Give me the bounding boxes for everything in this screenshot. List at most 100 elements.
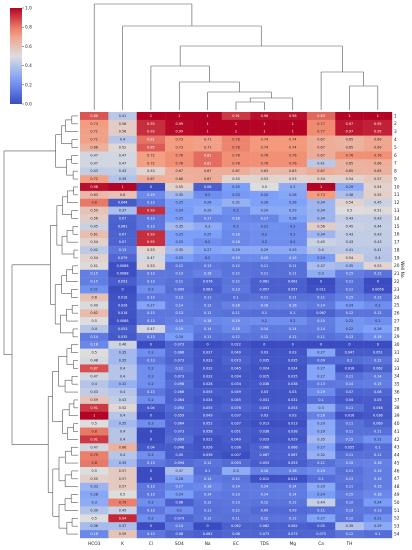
cell-value-label: 1 xyxy=(292,130,294,134)
cell-value-label: 0.15 xyxy=(346,437,354,441)
cell-value-label: 0.19 xyxy=(175,327,183,331)
cell-value-label: 0.99 xyxy=(175,122,183,126)
cell-value-label: 0.67 xyxy=(175,169,183,173)
row-label: 15 xyxy=(394,224,400,230)
cell-value-label: 0.93 xyxy=(147,240,155,244)
cell-value-label: 0.93 xyxy=(147,122,155,126)
cell-value-label: 0.59 xyxy=(90,209,98,213)
cell-value-label: 0.034 xyxy=(231,382,241,386)
cell-value-label: 0.13 xyxy=(147,295,155,299)
cell-value-label: 0.51 xyxy=(374,209,382,213)
cell-value-label: 0.8 xyxy=(91,201,96,205)
cell-value-label: 0.35 xyxy=(119,351,127,355)
cell-value-label: 0.13 xyxy=(317,382,325,386)
row-label: 35 xyxy=(394,382,400,388)
cell-value-label: 0.71 xyxy=(90,130,98,134)
cell-value-label: 0.54 xyxy=(346,256,354,260)
cell-value-label: 0.049 xyxy=(203,414,213,418)
row-label: 6 xyxy=(394,153,397,159)
cell-value-label: 0.11 xyxy=(289,272,297,276)
cell-value-label: 0.13 xyxy=(175,311,183,315)
cell-value-label: 0.12 xyxy=(232,477,240,481)
cell-value-label: 0.29 xyxy=(232,248,240,252)
cell-value-label: 0.27 xyxy=(317,516,325,520)
row-label: 47 xyxy=(394,476,400,482)
cell-value-label: 0.012 xyxy=(260,477,270,481)
cell-value-label: 0.98 xyxy=(289,114,297,118)
cell-value-label: 0.024 xyxy=(260,366,270,370)
cell-value-label: 0.19 xyxy=(232,256,240,260)
cell-value-label: 0.076 xyxy=(231,406,241,410)
cell-value-label: 0.25 xyxy=(175,240,183,244)
cell-value-label: 0.11 xyxy=(346,406,354,410)
cell-value-label: 0.13 xyxy=(147,493,155,497)
cell-value-label: 0.43 xyxy=(119,169,127,173)
cell-value-label: 0.12 xyxy=(261,501,269,505)
cell-value-label: 0.08 xyxy=(374,390,382,394)
cell-value-label: 0 xyxy=(121,288,123,292)
cell-value-label: 0.54 xyxy=(90,240,98,244)
cell-value-label: 0.2 xyxy=(262,232,267,236)
cell-value-label: 0.37 xyxy=(119,209,127,213)
cell-value-label: 0.76 xyxy=(289,161,297,165)
cell-value-label: 0.12 xyxy=(346,532,354,536)
cell-value-label: 0.15 xyxy=(317,319,325,323)
cell-value-label: 0.11 xyxy=(317,461,325,465)
cell-value-label: 0.19 xyxy=(374,335,382,339)
cell-value-label: 0.5 xyxy=(91,516,96,520)
cell-value-label: 0.93 xyxy=(147,209,155,213)
cell-value-label: 0 xyxy=(348,343,350,347)
cell-value-label: 0.11 xyxy=(317,295,325,299)
cell-value-label: 0.73 xyxy=(317,193,325,197)
cell-value-label: 0.11 xyxy=(346,374,354,378)
cell-value-label: 0.053 xyxy=(260,406,270,410)
cell-value-label: 0.43 xyxy=(119,398,127,402)
cell-value-label: 0.55 xyxy=(90,477,98,481)
cell-value-label: 0.26 xyxy=(175,477,183,481)
cell-value-label: 0.14 xyxy=(204,327,212,331)
cell-value-label: 0 xyxy=(207,524,209,528)
cell-value-label: 0.12 xyxy=(204,311,212,315)
cell-value-label: 0.073 xyxy=(174,430,184,434)
cell-value-label: 0.14 xyxy=(175,303,183,307)
cell-value-label: 0.53 xyxy=(289,177,297,181)
cell-value-label: 0.1 xyxy=(318,398,323,402)
cell-value-label: 0.12 xyxy=(374,295,382,299)
cell-value-label: 0.13 xyxy=(346,508,354,512)
cell-value-label: 0.4 xyxy=(91,327,96,331)
cell-value-label: 0.0056 xyxy=(372,288,384,292)
cell-value-label: 0.56 xyxy=(119,122,127,126)
cell-value-label: 0.8 xyxy=(91,430,96,434)
cell-value-label: 0.059 xyxy=(174,414,184,418)
cell-value-label: 0.29 xyxy=(374,524,382,528)
cell-value-label: 0.53 xyxy=(147,169,155,173)
row-label: 43 xyxy=(394,445,400,451)
cell-value-label: 0.13 xyxy=(175,272,183,276)
cell-value-label: 0.91 xyxy=(90,406,98,410)
cell-value-label: 0.09 xyxy=(289,508,297,512)
cell-value-label: 0.69 xyxy=(374,138,382,142)
cell-value-label: 0.11 xyxy=(346,485,354,489)
cell-value-label: 0.34 xyxy=(317,232,325,236)
cell-value-label: 0.011 xyxy=(316,288,326,292)
cell-value-label: 0.029 xyxy=(260,437,270,441)
cell-value-label: 0.71 xyxy=(204,138,212,142)
cell-value-label: 0.4 xyxy=(120,138,125,142)
cell-value-label: 0.038 xyxy=(260,382,270,386)
cell-value-label: 0.073 xyxy=(174,343,184,347)
cell-value-label: 0.12 xyxy=(175,264,183,268)
cell-value-label: 0.25 xyxy=(232,185,240,189)
cell-value-label: 0.12 xyxy=(232,272,240,276)
cell-value-label: 0.08 xyxy=(232,532,240,536)
cell-value-label: 0.055 xyxy=(203,390,213,394)
cell-value-label: 0.11 xyxy=(346,288,354,292)
cell-value-label: 0.27 xyxy=(317,351,325,355)
row-label: 30 xyxy=(394,342,400,348)
row-label: 20 xyxy=(394,263,400,269)
cell-value-label: 0.13 xyxy=(346,335,354,339)
row-label: 50 xyxy=(394,500,400,506)
cell-value-label: 0.049 xyxy=(231,390,241,394)
cell-value-label: 0.13 xyxy=(374,508,382,512)
cell-value-label: 1 xyxy=(263,122,265,126)
cell-value-label: 0.13 xyxy=(232,288,240,292)
